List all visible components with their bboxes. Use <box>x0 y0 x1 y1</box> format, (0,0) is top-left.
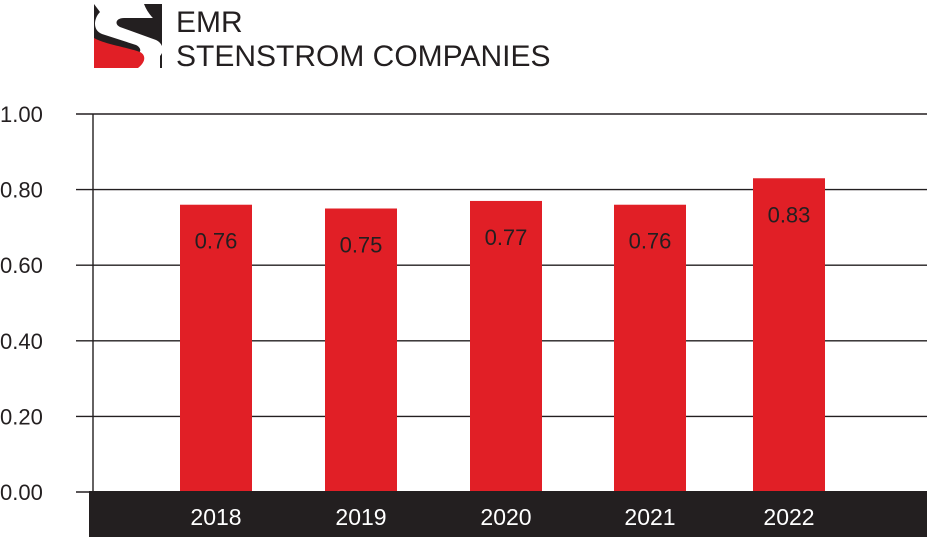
brand-name-line-1: EMR <box>176 6 243 39</box>
x-category-label: 2022 <box>763 504 814 530</box>
bar-value-label: 0.75 <box>340 233 383 258</box>
bar-value-label: 0.77 <box>485 225 528 250</box>
y-tick-label: 1.00 <box>0 102 43 127</box>
x-category-label: 2018 <box>190 504 241 530</box>
x-category-label: 2021 <box>624 504 675 530</box>
x-category-label: 2020 <box>480 504 531 530</box>
bar <box>180 204 252 492</box>
bar-value-label: 0.83 <box>768 202 811 227</box>
x-category-label: 2019 <box>335 504 386 530</box>
stenstrom-s-logo-icon <box>94 4 162 68</box>
brand-name-line-2: STENSTROM COMPANIES <box>176 40 551 73</box>
y-tick-label: 0.60 <box>0 253 43 278</box>
bar <box>614 204 686 492</box>
bar <box>325 208 397 492</box>
y-tick-label: 0.20 <box>0 404 43 429</box>
bar-value-label: 0.76 <box>195 229 238 254</box>
y-tick-label: 0.40 <box>0 329 43 354</box>
y-tick-label: 0.00 <box>0 480 43 505</box>
bar <box>470 200 542 492</box>
bar-value-label: 0.76 <box>629 229 672 254</box>
y-tick-label: 0.80 <box>0 178 43 203</box>
bar <box>753 178 825 492</box>
baseline-band <box>89 491 927 537</box>
